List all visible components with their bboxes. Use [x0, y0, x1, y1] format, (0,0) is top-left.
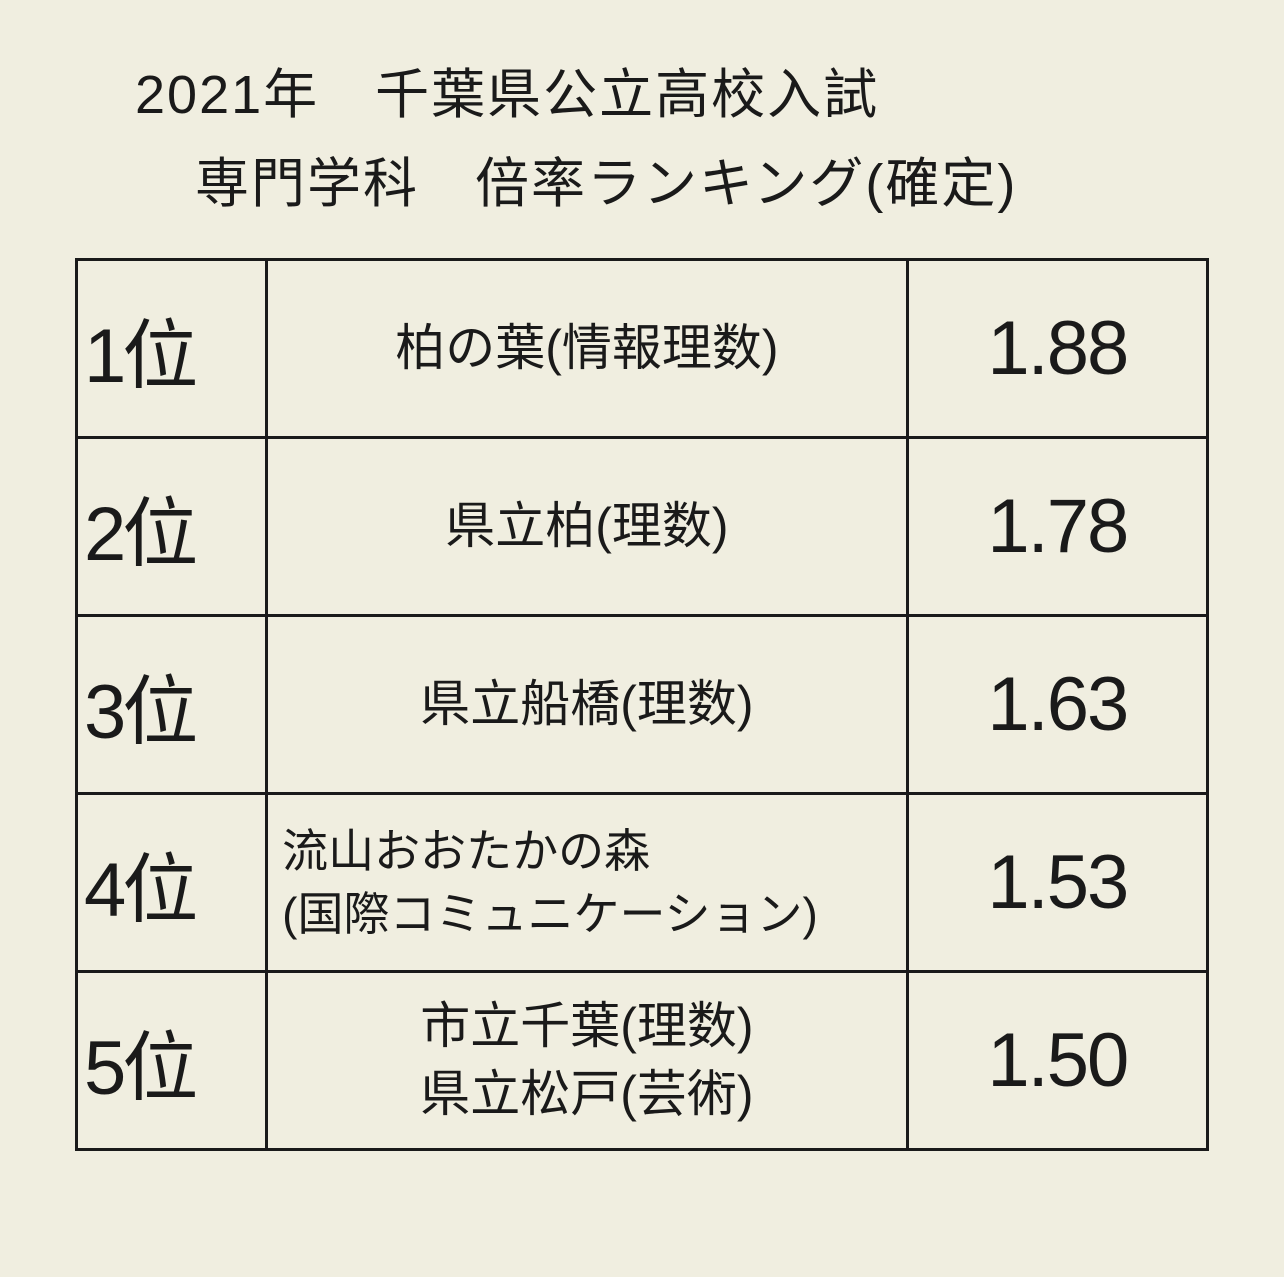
page-header: 2021年 千葉県公立高校入試 専門学科 倍率ランキング(確定) [75, 50, 1209, 218]
table-row: 2位県立柏(理数)1.78 [77, 438, 1208, 616]
rank-cell: 5位 [77, 972, 267, 1150]
school-cell: 柏の葉(情報理数) [267, 260, 908, 438]
title-line-2: 専門学科 倍率ランキング(確定) [135, 139, 1209, 218]
ratio-cell: 1.63 [907, 616, 1207, 794]
table-row: 3位県立船橋(理数)1.63 [77, 616, 1208, 794]
ratio-cell: 1.78 [907, 438, 1207, 616]
rank-cell: 2位 [77, 438, 267, 616]
ratio-cell: 1.53 [907, 794, 1207, 972]
table-row: 5位市立千葉(理数)県立松戸(芸術)1.50 [77, 972, 1208, 1150]
ranking-table: 1位柏の葉(情報理数)1.882位県立柏(理数)1.783位県立船橋(理数)1.… [75, 258, 1209, 1151]
school-cell: 市立千葉(理数)県立松戸(芸術) [267, 972, 908, 1150]
rank-cell: 4位 [77, 794, 267, 972]
school-cell: 流山おおたかの森(国際コミュニケーション) [267, 794, 908, 972]
title-line-1: 2021年 千葉県公立高校入試 [135, 50, 1209, 129]
school-cell: 県立船橋(理数) [267, 616, 908, 794]
rank-cell: 1位 [77, 260, 267, 438]
ratio-cell: 1.50 [907, 972, 1207, 1150]
rank-cell: 3位 [77, 616, 267, 794]
school-cell: 県立柏(理数) [267, 438, 908, 616]
table-row: 1位柏の葉(情報理数)1.88 [77, 260, 1208, 438]
table-row: 4位流山おおたかの森(国際コミュニケーション)1.53 [77, 794, 1208, 972]
ratio-cell: 1.88 [907, 260, 1207, 438]
